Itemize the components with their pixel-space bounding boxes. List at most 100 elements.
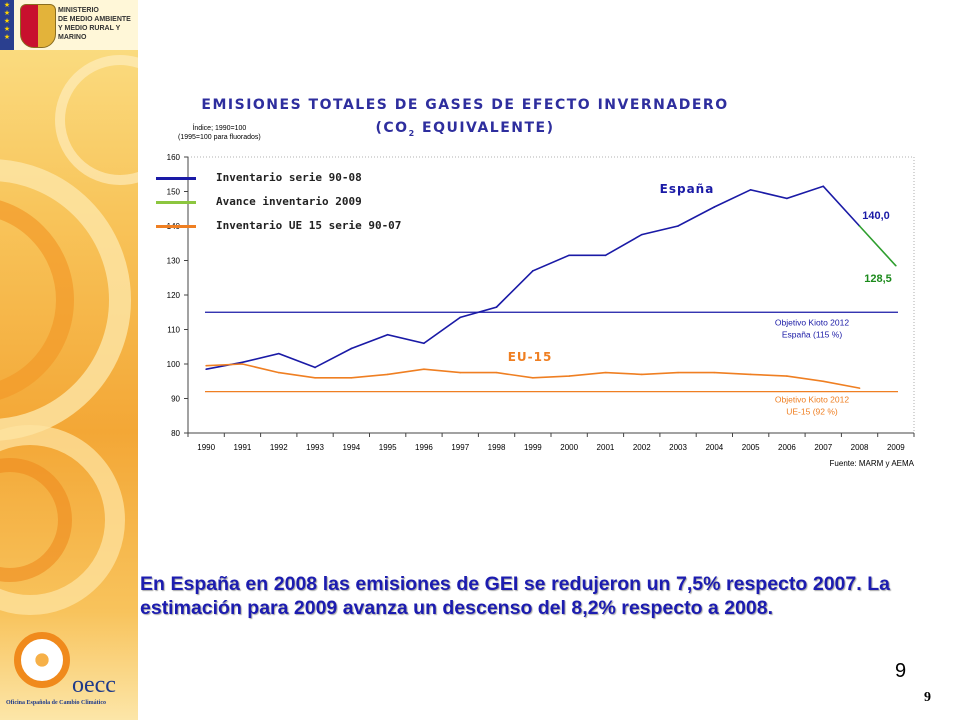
x-tick-label: 1990 [197,443,215,452]
data-point [640,233,643,236]
emissions-chart: 8090100110120130140150160199019911992199… [167,153,915,468]
eu-flag-icon: ★ ★ ★ ★ ★ [0,0,14,50]
oecc-logo-subtitle: Oficina Española de Cambio Climático [6,700,107,706]
legend-label: Inventario UE 15 serie 90-07 [216,219,402,232]
data-point [423,368,425,370]
data-label-2008: 140,0 [862,210,890,222]
y-tick-label: 120 [167,291,181,300]
data-point [786,375,788,377]
data-point [495,306,498,308]
y-tick-label: 130 [167,257,181,266]
data-point [532,377,534,379]
page-number: 9 [895,660,907,682]
x-tick-label: 1996 [415,443,433,452]
coat-of-arms-icon [20,4,56,48]
sidebar-background: ★ ★ ★ ★ ★ MINISTERIO DE MEDIO AMBIENTE Y MED… [0,0,138,720]
chart-subtitle: (CO2 EQUIVALENTE) [375,120,555,138]
data-point [604,371,607,374]
x-tick-label: 2007 [814,443,832,452]
kyoto-target-label: Objetivo Kioto 2012 [775,317,849,327]
oecc-logo-word: oecc [72,672,116,698]
data-point [858,387,861,389]
data-point [241,363,244,365]
data-point [749,373,752,376]
data-point [604,254,607,257]
y-axis-label-line: (1995=100 para fluorados) [178,134,261,141]
oecc-logo-icon [14,632,70,688]
data-point [277,371,280,374]
data-point [205,368,207,370]
data-point [314,366,316,369]
x-tick-label: 2006 [778,443,796,452]
x-tick-label: 1994 [342,443,360,452]
summary-text: En España en 2008 las emisiones de GEI s… [140,573,890,619]
y-axis-label: Índice; 1990=100 (1995=100 para fluorado… [178,124,261,142]
x-tick-label: 2005 [742,443,760,452]
x-tick-label: 2001 [597,443,615,452]
series-line-estimate-2009 [858,225,897,267]
data-point [677,371,679,374]
x-tick-label: 1991 [234,443,252,452]
legend-label: Avance inventario 2009 [216,195,362,208]
data-point [423,342,425,345]
legend-swatch-blue [156,177,196,180]
data-point [459,371,462,374]
y-tick-label: 150 [167,188,181,197]
data-point [277,352,280,355]
source-note: Fuente: MARM y AEMA [830,459,915,468]
x-tick-label: 2008 [851,443,869,452]
data-point [786,197,788,200]
x-tick-label: 2002 [633,443,651,452]
data-point [640,373,643,376]
y-axis-label-line: Índice; 1990=100 [192,125,247,132]
legend-swatch-green [156,201,196,204]
x-tick-label: 1992 [270,443,288,452]
data-point [822,185,825,188]
data-point [495,371,498,374]
annotation-spain: España [660,182,715,196]
data-point [713,371,716,374]
x-tick-label: 1993 [306,443,324,452]
annotation-eu15: EU-15 [508,350,553,364]
y-tick-label: 100 [167,360,181,369]
data-point [350,347,353,350]
data-point [858,225,861,227]
data-point [386,333,389,336]
page-number-footer: 9 [924,690,931,705]
x-tick-label: 1998 [488,443,506,452]
x-tick-label: 1995 [379,443,397,452]
data-point [749,188,752,191]
data-point [895,264,897,267]
data-point [314,377,316,379]
data-point [822,380,825,383]
x-tick-label: 2003 [669,443,687,452]
x-tick-label: 2009 [887,443,905,452]
series-line-spain [206,185,861,370]
x-tick-label: 1999 [524,443,542,452]
x-tick-label: 1997 [451,443,469,452]
y-tick-label: 160 [167,153,181,162]
data-point [568,254,570,257]
data-label-2009: 128,5 [864,273,892,285]
chart-title: EMISIONES TOTALES DE GASES DE EFECTO INV… [201,97,729,113]
data-point [713,206,716,208]
data-point [532,270,534,272]
x-tick-label: 2000 [560,443,578,452]
kyoto-target-label: UE-15 (92 %) [786,407,838,417]
series-line-eu15 [206,363,860,389]
y-tick-label: 110 [167,326,180,335]
legend-label: Inventario serie 90-08 [216,171,362,184]
legend-swatch-orange [156,225,196,228]
data-point [205,364,207,367]
decorative-swirls [0,55,138,615]
data-point [386,373,389,376]
kyoto-target-label: Objetivo Kioto 2012 [775,395,849,405]
kyoto-target-label: España (115 %) [782,329,842,339]
data-point [677,225,679,227]
data-point [568,375,570,377]
y-tick-label: 90 [171,395,180,404]
x-tick-label: 2004 [705,443,723,452]
data-point [350,377,353,379]
ministry-name: MINISTERIO DE MEDIO AMBIENTE Y MEDIO RUR… [58,7,131,41]
data-point [241,361,244,364]
